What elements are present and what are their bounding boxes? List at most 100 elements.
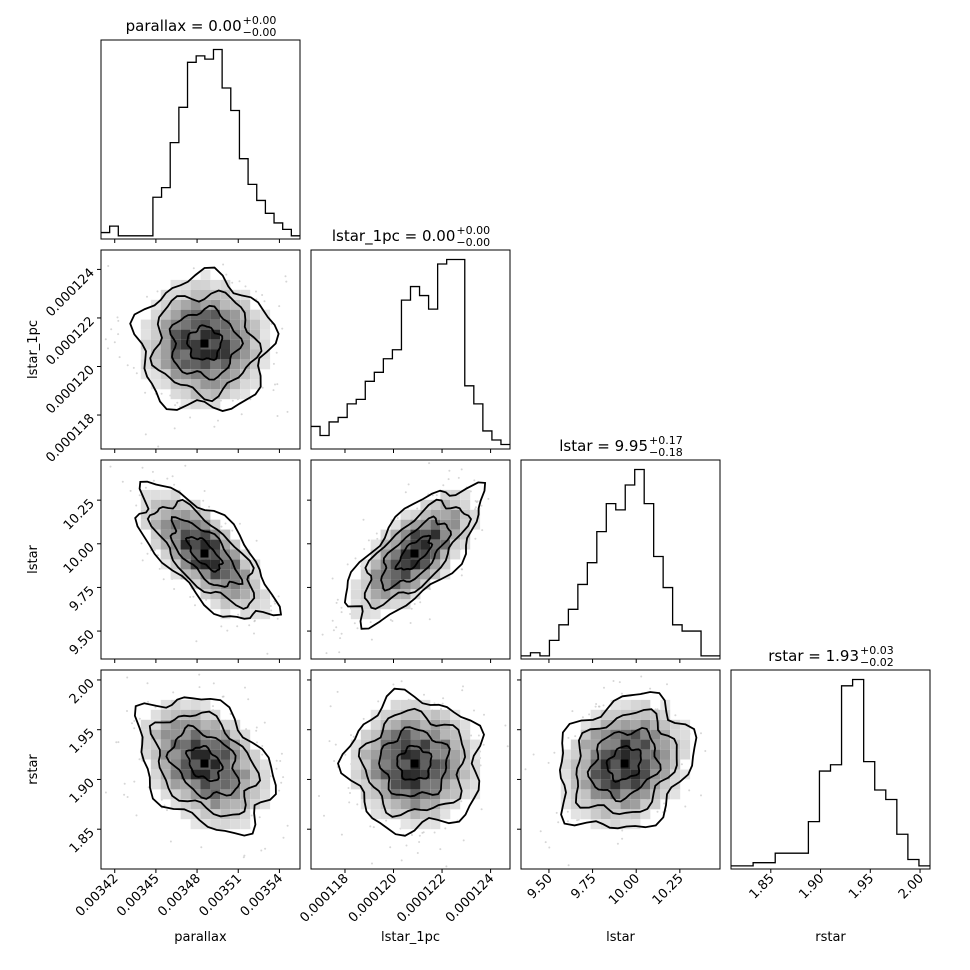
- density-cell: [580, 729, 591, 740]
- density-cell: [240, 339, 251, 350]
- density-cell: [570, 739, 581, 750]
- density-cell: [170, 539, 181, 550]
- density-cell: [220, 539, 231, 550]
- sample-point: [461, 689, 464, 692]
- density-cell: [180, 319, 191, 330]
- sample-point: [367, 539, 370, 542]
- density-cell: [220, 769, 231, 780]
- density-cell: [180, 729, 191, 740]
- sample-point: [276, 617, 279, 620]
- x-tick-label-lstar: 10.25: [650, 871, 687, 908]
- density-cell: [250, 319, 261, 330]
- density-cell: [200, 739, 211, 750]
- density-cell: [240, 569, 251, 580]
- density-cell: [640, 749, 651, 760]
- density-cell: [160, 529, 171, 540]
- density-cell: [200, 729, 211, 740]
- density-cell: [160, 539, 171, 550]
- density-cell: [150, 489, 161, 500]
- density-cell: [190, 389, 201, 400]
- density-cell: [250, 759, 261, 770]
- sample-point: [255, 726, 258, 729]
- contour-level-4: [129, 266, 280, 412]
- density-cell: [150, 349, 161, 360]
- sample-point: [656, 810, 659, 813]
- density-cell: [350, 749, 361, 760]
- density-cell: [650, 749, 661, 760]
- sample-point: [331, 577, 334, 580]
- sample-point: [284, 275, 287, 278]
- density-cell: [600, 789, 611, 800]
- sample-point: [171, 475, 174, 478]
- density-cell: [350, 599, 361, 610]
- density-cell: [230, 739, 241, 750]
- density-cell: [370, 789, 381, 800]
- density-cell: [460, 739, 471, 750]
- sample-point: [688, 789, 691, 792]
- density-cell: [230, 819, 241, 830]
- density-cell: [230, 309, 241, 320]
- x-axis-label-rstar: rstar: [815, 930, 846, 945]
- sample-point: [250, 814, 253, 817]
- contour-level-3: [574, 708, 678, 816]
- density-cell: [220, 579, 231, 590]
- density-cell: [400, 809, 411, 820]
- density-cell: [190, 399, 201, 410]
- density-cell: [210, 349, 221, 360]
- density-cell: [190, 519, 201, 530]
- density-cell: [400, 799, 411, 810]
- density-cell: [370, 599, 381, 610]
- density-cell: [620, 739, 631, 750]
- sample-point: [231, 529, 234, 532]
- density-cell: [240, 759, 251, 770]
- density-cell: [610, 819, 621, 830]
- density-cell: [650, 709, 661, 720]
- sample-point: [663, 802, 666, 805]
- sample-point: [404, 491, 407, 494]
- sample-point: [282, 836, 285, 839]
- sample-point: [240, 413, 243, 416]
- density-cell: [220, 589, 231, 600]
- density-cell: [380, 729, 391, 740]
- title-lstar: lstar = 9.95: [559, 437, 648, 455]
- density-cell: [190, 499, 201, 510]
- density-cell: [440, 779, 451, 790]
- density-cell: [150, 499, 161, 510]
- density-cell: [150, 339, 161, 350]
- density-cell: [450, 519, 461, 530]
- density-cell: [410, 699, 421, 710]
- sample-point: [221, 695, 224, 698]
- sample-point: [144, 391, 147, 394]
- sample-point: [411, 834, 413, 836]
- sample-point: [126, 676, 129, 679]
- sample-point: [116, 316, 119, 319]
- density-cell: [210, 359, 221, 370]
- density-cell: [380, 549, 391, 560]
- density-cell: [240, 729, 251, 740]
- density-cell: [410, 509, 421, 520]
- x-tick-label-parallax: 0.00342: [73, 871, 122, 920]
- density-cell: [410, 769, 421, 780]
- density-cell: [160, 519, 171, 530]
- sample-point: [141, 466, 144, 469]
- density-cell: [440, 769, 451, 780]
- density-cell: [160, 709, 171, 720]
- density-cell: [230, 339, 241, 350]
- sample-point: [444, 827, 447, 830]
- density-cell: [400, 699, 411, 710]
- density-cell: [360, 569, 371, 580]
- density-cell: [260, 319, 271, 330]
- density-cell: [440, 489, 451, 500]
- sample-point: [340, 606, 343, 609]
- sample-point: [407, 483, 410, 486]
- density-cell: [630, 809, 641, 820]
- sample-point: [416, 507, 419, 510]
- contour-level-2: [169, 516, 244, 588]
- sample-point: [276, 383, 279, 386]
- sample-point: [202, 499, 205, 502]
- density-cell: [390, 769, 401, 780]
- sample-point: [433, 702, 436, 705]
- density-cell: [430, 779, 441, 790]
- sample-point: [247, 698, 250, 701]
- density-cell: [200, 319, 211, 330]
